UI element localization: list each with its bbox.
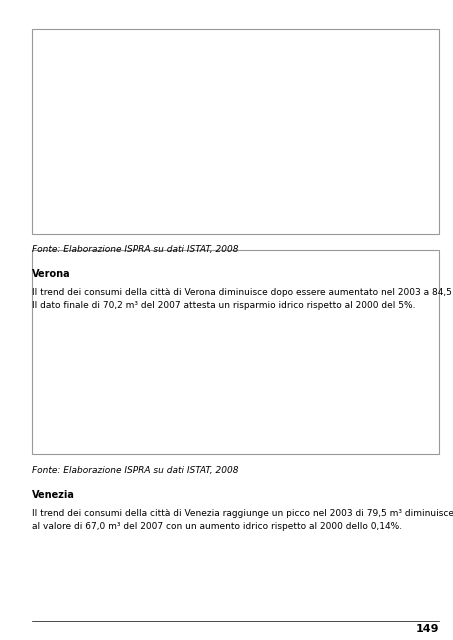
Y-axis label: Consumo m³/ab: Consumo m³/ab xyxy=(51,303,62,381)
Text: al valore di 67,0 m³ del 2007 con un aumento idrico rispetto al 2000 dello 0,14%: al valore di 67,0 m³ del 2007 con un aum… xyxy=(32,522,402,531)
Text: Il trend dei consumi della città di Venezia raggiunge un picco nel 2003 di 79,5 : Il trend dei consumi della città di Vene… xyxy=(32,509,453,518)
Text: 77.3: 77.3 xyxy=(181,317,202,326)
Text: 70.2: 70.2 xyxy=(393,129,413,139)
Text: 65.4: 65.4 xyxy=(351,401,371,410)
Text: 79.5: 79.5 xyxy=(224,307,244,316)
Text: 67.0: 67.0 xyxy=(393,365,413,374)
Text: 69.9: 69.9 xyxy=(266,159,286,168)
Text: 74.2: 74.2 xyxy=(181,111,201,120)
Text: 84.5: 84.5 xyxy=(224,63,244,72)
Y-axis label: Consumo m³/ab: Consumo m³/ab xyxy=(51,83,62,161)
Text: Fonte: Elaborazione ISPRA su dati ISTAT, 2008: Fonte: Elaborazione ISPRA su dati ISTAT,… xyxy=(32,245,238,254)
Text: 66.4: 66.4 xyxy=(139,397,159,406)
Text: 72.3: 72.3 xyxy=(351,148,371,157)
X-axis label: Anno: Anno xyxy=(240,427,270,436)
Text: 69.6: 69.6 xyxy=(308,353,328,362)
Title: Venezia: Venezia xyxy=(229,258,281,271)
Text: 68.6: 68.6 xyxy=(266,387,286,396)
Text: 149: 149 xyxy=(416,623,439,634)
Text: 75.3: 75.3 xyxy=(139,106,159,115)
X-axis label: Anno: Anno xyxy=(240,206,270,216)
Text: 73.9: 73.9 xyxy=(96,112,117,121)
Text: Venezia: Venezia xyxy=(32,490,75,500)
Text: Il trend dei consumi della città di Verona diminuisce dopo essere aumentato nel : Il trend dei consumi della città di Vero… xyxy=(32,288,453,297)
Text: Il dato finale di 70,2 m³ del 2007 attesta un risparmio idrico rispetto al 2000 : Il dato finale di 70,2 m³ del 2007 attes… xyxy=(32,301,415,310)
Text: Fonte: Elaborazione ISPRA su dati ISTAT, 2008: Fonte: Elaborazione ISPRA su dati ISTAT,… xyxy=(32,466,238,475)
Text: 66.9: 66.9 xyxy=(96,394,117,403)
Text: 74.6: 74.6 xyxy=(308,109,328,118)
Title: Verona: Verona xyxy=(231,37,278,50)
Text: Verona: Verona xyxy=(32,269,70,279)
